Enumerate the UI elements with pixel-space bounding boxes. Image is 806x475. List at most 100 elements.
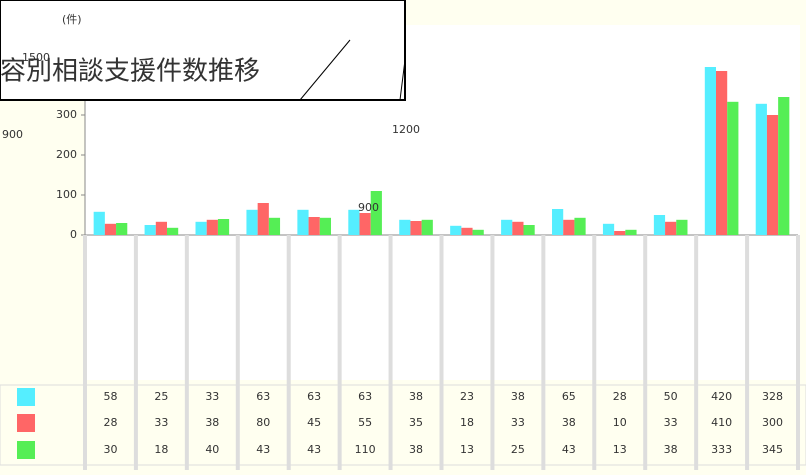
table-cell: 18 [154, 443, 168, 456]
table-cell: 420 [711, 390, 732, 403]
bar [755, 103, 767, 235]
table-cell: 38 [409, 443, 423, 456]
bar [319, 217, 331, 235]
table-cell: 38 [205, 416, 219, 429]
bar [766, 115, 779, 235]
overlay-text: 1200 [392, 123, 420, 136]
table-cell: 38 [562, 416, 576, 429]
legend-swatch [17, 414, 35, 432]
bar [704, 67, 717, 235]
table-cell: 28 [103, 416, 117, 429]
bar [472, 229, 484, 235]
bar [93, 211, 105, 235]
bar [421, 219, 433, 235]
table-cell: 43 [562, 443, 576, 456]
table-cell: 110 [355, 443, 376, 456]
bar [574, 217, 586, 235]
table-cell: 333 [711, 443, 732, 456]
table-cell: 300 [762, 416, 783, 429]
bar [195, 221, 207, 235]
table-cell: 43 [307, 443, 321, 456]
y-tick-label: 0 [70, 228, 77, 241]
bar [501, 219, 513, 235]
bar [653, 215, 666, 235]
bar [523, 225, 535, 235]
overlay-line [299, 39, 351, 101]
bar [166, 227, 179, 235]
table-cell: 63 [307, 390, 321, 403]
table-cell: 38 [664, 443, 678, 456]
bar [206, 219, 218, 235]
legend-swatch [17, 441, 35, 459]
y-tick-label: 100 [56, 188, 77, 201]
bar [450, 225, 462, 235]
table-cell: 80 [256, 416, 270, 429]
table-cell: 30 [103, 443, 117, 456]
table-cell: 28 [613, 390, 627, 403]
table-cell: 43 [256, 443, 270, 456]
bar [348, 209, 360, 235]
table-cell: 33 [511, 416, 525, 429]
table-cell: 33 [205, 390, 219, 403]
overlay-text: 900 [358, 201, 379, 214]
bar [778, 97, 790, 235]
bar [399, 219, 411, 235]
overlay-title: 容別相談支援件数推移 [0, 57, 260, 87]
table-cell: 23 [460, 390, 474, 403]
table-cell: 35 [409, 416, 423, 429]
bar [155, 221, 167, 235]
table-cell: 55 [358, 416, 372, 429]
overlay-text: 900 [2, 128, 23, 141]
table-cell: 58 [103, 390, 117, 403]
bar [359, 213, 371, 235]
bar [625, 229, 637, 235]
table-cell: 63 [256, 390, 270, 403]
bar [116, 223, 128, 235]
bar [246, 209, 258, 235]
bar [268, 217, 281, 235]
y-tick-label: 300 [56, 108, 77, 121]
bar [257, 203, 269, 235]
bar [217, 219, 230, 235]
table-cell: 63 [358, 390, 372, 403]
overlay-text: 1500 [22, 51, 50, 64]
overlay-box [0, 0, 406, 101]
table-cell: 13 [613, 443, 627, 456]
bar [144, 225, 156, 235]
bar [676, 219, 688, 235]
table-cell: 25 [154, 390, 168, 403]
bar [563, 219, 575, 235]
table-cell: 33 [154, 416, 168, 429]
table-cell: 40 [205, 443, 219, 456]
table-cell: 38 [409, 390, 423, 403]
legend-swatch [17, 388, 35, 406]
overlay-line [399, 59, 406, 101]
table-cell: 18 [460, 416, 474, 429]
table-cell: 65 [562, 390, 576, 403]
table-cell: 13 [460, 443, 474, 456]
table-cell: 345 [762, 443, 783, 456]
bar [461, 227, 473, 235]
bar [602, 223, 615, 235]
bar [370, 191, 382, 235]
table-cell: 33 [664, 416, 678, 429]
bar [410, 221, 422, 235]
table-cell: 328 [762, 390, 783, 403]
y-tick-label: 200 [56, 148, 77, 161]
bar [552, 209, 564, 235]
table-band [0, 384, 806, 466]
table-cell: 38 [511, 390, 525, 403]
table-cell: 25 [511, 443, 525, 456]
table-cell: 410 [711, 416, 732, 429]
overlay-text: (件) [62, 13, 82, 26]
bar [308, 217, 320, 235]
bar [665, 221, 677, 235]
bar [512, 221, 524, 235]
bar [716, 71, 728, 235]
table-cell: 10 [613, 416, 627, 429]
table-cell: 50 [664, 390, 678, 403]
table-cell: 45 [307, 416, 321, 429]
bar [727, 101, 739, 235]
